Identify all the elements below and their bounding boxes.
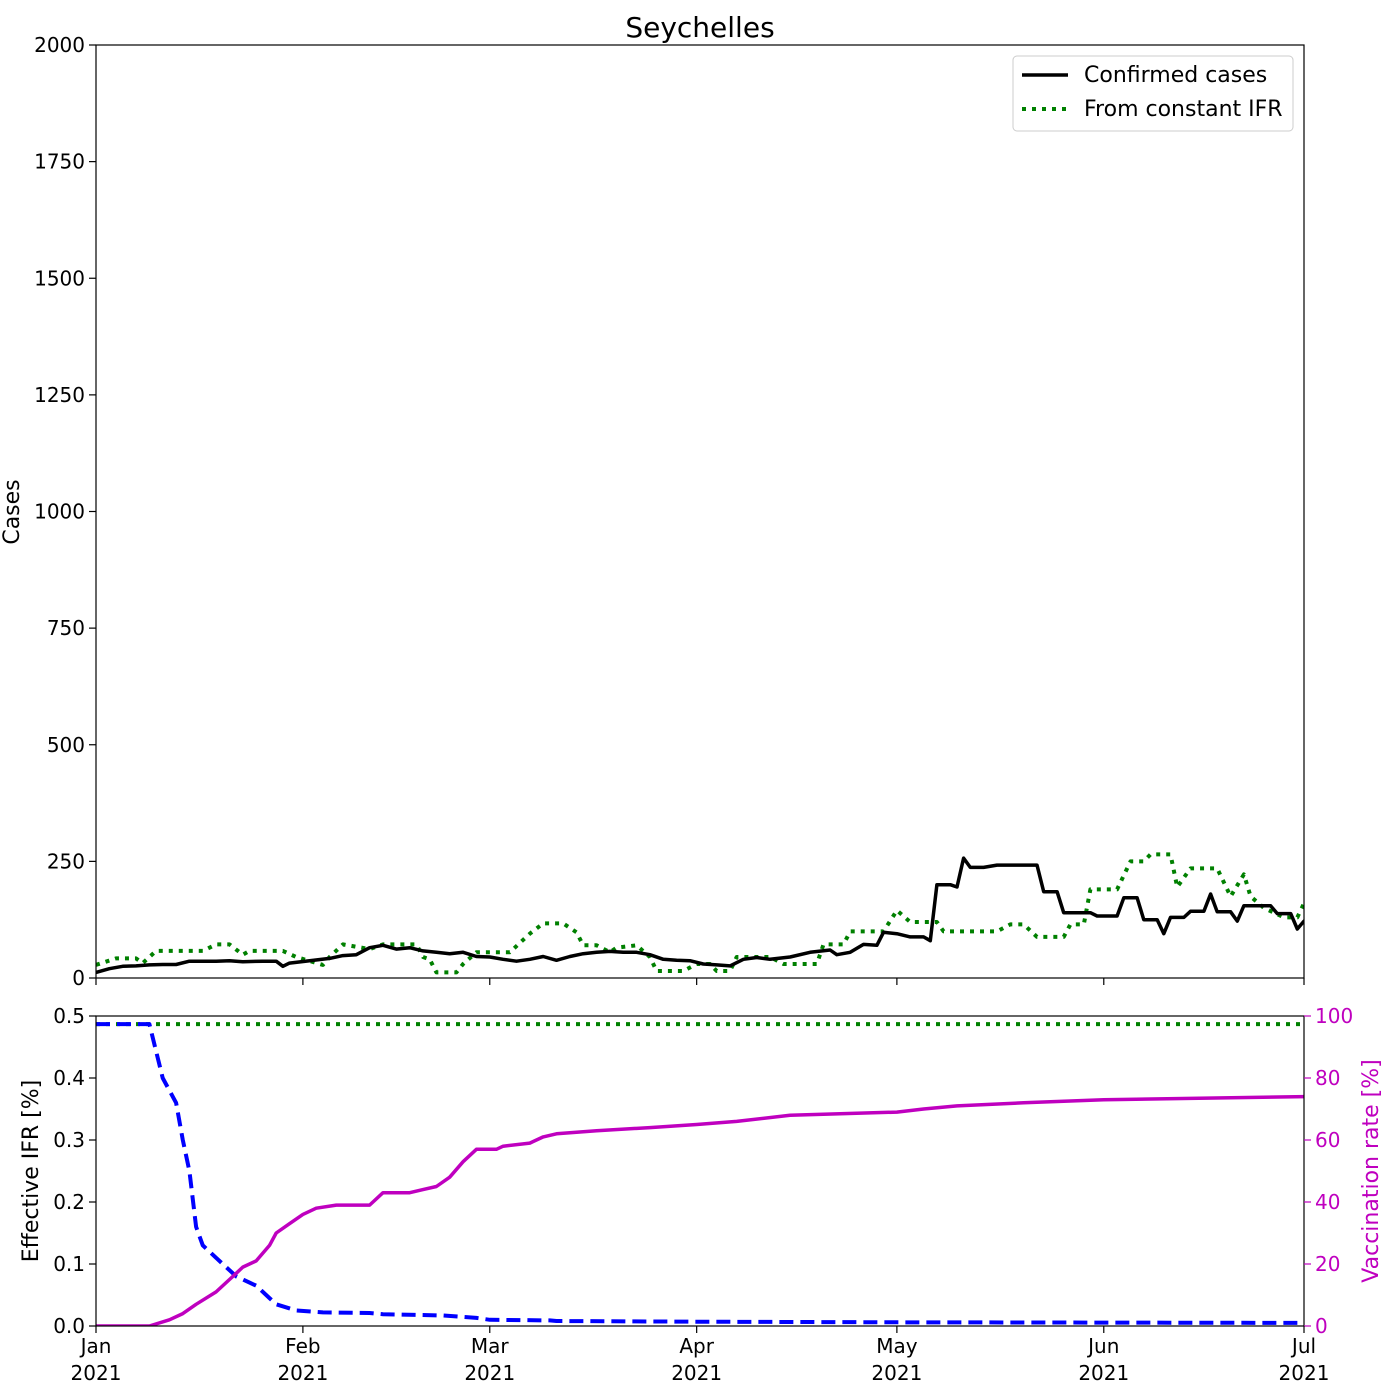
x-tick-label-year: 2021 <box>1078 1361 1129 1385</box>
x-tick-label-year: 2021 <box>671 1361 722 1385</box>
y-tick-label: 500 <box>47 733 85 757</box>
x-tick-label-year: 2021 <box>277 1361 328 1385</box>
series-line-constant-ifr <box>96 852 1304 975</box>
x-tick-label-month: May <box>876 1334 918 1358</box>
x-tick-label-month: Jan <box>79 1334 112 1358</box>
cases-x-axis <box>95 978 1305 985</box>
vaccination-y-axis-title: Vaccination rate [%] <box>1359 1059 1384 1282</box>
ifr-left-y-axis: 0.0 0.1 0.2 0.3 0.4 0.5 <box>53 1004 96 1338</box>
legend-label-confirmed: Confirmed cases <box>1084 63 1267 88</box>
series-line-vaccination-rate <box>96 1094 1304 1326</box>
x-tick-label-year: 2021 <box>71 1361 122 1385</box>
y2-tick-label: 20 <box>1315 1252 1340 1276</box>
y-tick-label: 2000 <box>34 33 85 57</box>
y-tick-label: 1500 <box>34 266 85 290</box>
y2-tick-label: 80 <box>1315 1066 1340 1090</box>
y-tick-label: 0.2 <box>53 1190 85 1214</box>
y-tick-label: 0 <box>72 966 85 990</box>
y-tick-label: 250 <box>47 849 85 873</box>
ifr-series-layer <box>96 1022 1304 1326</box>
y-tick-label: 1750 <box>34 150 85 174</box>
cases-y-axis: 0 250 500 750 1000 1250 1500 1750 2000 <box>34 33 96 990</box>
y-tick-label: 0.0 <box>53 1314 85 1338</box>
x-tick-label-month: Feb <box>285 1334 320 1358</box>
ifr-y-axis-title: Effective IFR [%] <box>19 1080 44 1262</box>
vaccination-right-y-axis: 0 20 40 60 80 100 <box>1304 1004 1353 1338</box>
ifr-chart: 0.0 0.1 0.2 0.3 0.4 0.5 0 20 40 60 80 100 Jan 2021 F… <box>19 1004 1384 1385</box>
cases-series-layer <box>96 852 1304 975</box>
legend-box <box>1012 55 1294 132</box>
y-tick-label: 0.4 <box>53 1066 85 1090</box>
x-tick-label-year: 2021 <box>464 1361 515 1385</box>
chart-title: Seychelles <box>625 11 774 44</box>
y2-tick-label: 0 <box>1315 1314 1328 1338</box>
legend: Confirmed cases From constant IFR <box>1012 55 1294 132</box>
x-tick-label-month: Jul <box>1290 1334 1316 1358</box>
y2-tick-label: 40 <box>1315 1190 1340 1214</box>
legend-label-constant-ifr: From constant IFR <box>1084 97 1283 122</box>
y2-tick-label: 100 <box>1315 1004 1353 1028</box>
series-line-effective-ifr <box>96 1022 1304 1325</box>
cases-chart: Seychelles 0 250 500 750 1000 1250 1500 1750 200… <box>0 11 1305 990</box>
y2-tick-label: 60 <box>1315 1128 1340 1152</box>
y-tick-label: 0.5 <box>53 1004 85 1028</box>
y-tick-label: 1000 <box>34 500 85 524</box>
cases-y-axis-title: Cases <box>0 479 25 544</box>
y-tick-label: 1250 <box>34 383 85 407</box>
x-tick-label-year: 2021 <box>871 1361 922 1385</box>
x-tick-label-month: Jun <box>1086 1334 1119 1358</box>
series-line-confirmed-cases <box>96 856 1304 975</box>
ifr-plot-frame <box>95 1015 1305 1327</box>
y-tick-label: 750 <box>47 616 85 640</box>
y-tick-label: 0.3 <box>53 1128 85 1152</box>
date-x-axis: Jan 2021 Feb 2021 Mar 2021 Apr 2021 May 2021 Jun 20… <box>71 1326 1330 1385</box>
y-tick-label: 0.1 <box>53 1252 85 1276</box>
x-tick-label-month: Apr <box>679 1334 714 1358</box>
x-tick-label-month: Mar <box>471 1334 510 1358</box>
x-tick-label-year: 2021 <box>1279 1361 1330 1385</box>
